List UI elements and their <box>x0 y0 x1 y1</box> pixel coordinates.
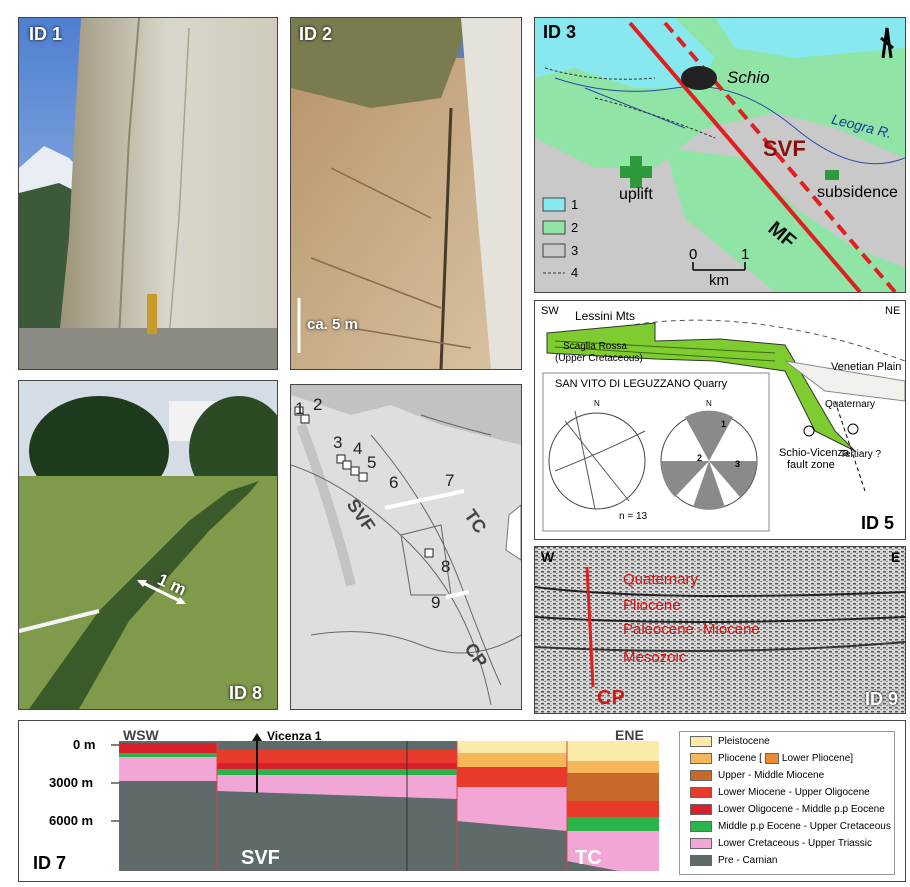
e-label: E <box>891 549 901 565</box>
pole-1: 1 <box>721 419 727 429</box>
ne-label: NE <box>885 305 901 317</box>
unit-quaternary: Quaternary <box>623 571 699 588</box>
legend-item: Lower Miocene - Upper Oligocene <box>690 787 870 798</box>
trench <box>29 481 259 709</box>
north-arrow-icon <box>880 27 894 59</box>
cp-fault <box>585 566 595 688</box>
photo-id1: ID 1 <box>18 17 278 370</box>
depth-6000: 6000 m <box>49 813 94 828</box>
panel-label: ID 9 <box>865 689 899 709</box>
map-id3: ID 3 Schio Leogra R. SVF MF uplift subsi… <box>534 17 906 293</box>
quaternary-label: Quaternary <box>825 399 876 410</box>
panel-label: ID 5 <box>861 513 895 533</box>
site-8: 8 <box>441 557 451 576</box>
north-label-2: N <box>706 399 712 408</box>
legend-item: Middle p.p Eocene - Upper Cretaceous <box>690 821 891 832</box>
rock-photo <box>291 18 521 369</box>
site-1: 1 <box>295 399 305 418</box>
section-line <box>445 590 470 599</box>
geological-section <box>542 319 905 532</box>
svf-label: SVF <box>241 847 280 869</box>
ene-label: ENE <box>615 727 644 743</box>
well-label: Vicenza 1 <box>267 729 322 743</box>
uplift-label: uplift <box>619 186 653 203</box>
grass-photo <box>19 381 277 709</box>
site-7: 7 <box>445 471 455 490</box>
hillshade-map <box>291 385 521 709</box>
sw-label: SW <box>541 305 559 317</box>
legend-3: 3 <box>571 243 579 258</box>
fault-zone-label: Schio-Vicenza <box>779 447 850 459</box>
scale-label: ca. 5 m <box>307 316 358 333</box>
scale-one: 1 <box>741 246 750 263</box>
scale-unit: km <box>709 272 729 289</box>
legend-item: Pliocene [Lower Pliocene] <box>690 753 853 764</box>
panel-label: ID 3 <box>543 22 577 42</box>
wsw-label: WSW <box>123 727 159 743</box>
unit-paleocene: Paleocene -Miocene <box>623 621 760 638</box>
site-4: 4 <box>353 439 363 458</box>
pole-2: 2 <box>697 453 703 463</box>
site-3: 3 <box>333 433 343 452</box>
site-2: 2 <box>313 395 323 414</box>
unit-pliocene: Pliocene <box>623 597 681 614</box>
legend-item: Pre - Carnian <box>690 855 777 866</box>
legend-2: 2 <box>571 220 579 235</box>
count-label: n = 13 <box>619 511 648 522</box>
town-label: Schio <box>727 68 770 87</box>
legend: Pleistocene Pliocene [Lower Pliocene] Up… <box>679 731 895 875</box>
tertiary-label: Tertiary ? <box>840 449 882 460</box>
legend-item: Upper - Middle Miocene <box>690 770 824 781</box>
scaglia-age: (Upper Cretaceous) <box>555 353 643 364</box>
structural-map <box>535 18 905 292</box>
lessini-label: Lessini Mts <box>575 309 636 323</box>
depth-0: 0 m <box>73 737 96 752</box>
venetian-label: Venetian Plain <box>831 361 902 373</box>
scaglia-label: Scaglia Rossa <box>563 341 627 352</box>
w-label: W <box>541 549 555 565</box>
panel-label: ID 8 <box>229 683 263 703</box>
svf-label: SVF <box>763 136 806 161</box>
tc-label: TC <box>575 847 602 869</box>
legend-1: 1 <box>571 197 579 212</box>
seismic-profile <box>535 547 905 713</box>
fault-zone-label-2: fault zone <box>787 459 835 471</box>
panel-label: ID 2 <box>299 24 333 44</box>
cp-label: CP <box>597 687 625 709</box>
legend-4: 4 <box>571 265 579 280</box>
photo-id8: 1 m ID 8 <box>18 380 278 710</box>
site-9: 9 <box>431 593 441 612</box>
map-id6: 1 2 3 4 5 6 7 8 9 SVF TC CP <box>290 384 522 710</box>
depth-3000: 3000 m <box>49 775 94 790</box>
cliff-photo <box>19 18 277 369</box>
scale-zero: 0 <box>689 246 698 263</box>
section-id7: WSW ENE Vicenza 1 0 m 3000 m 6000 m SVF … <box>18 720 906 882</box>
subsidence-label: subsidence <box>817 184 898 201</box>
photo-id2: ID 2 ca. 5 m <box>290 17 522 370</box>
site-6: 6 <box>389 473 399 492</box>
person-figure <box>147 294 157 334</box>
north-label: N <box>594 399 600 408</box>
legend-item: Lower Oligocene - Middle p.p Eocene <box>690 804 885 815</box>
panel-label: ID 7 <box>33 853 67 873</box>
unit-mesozoic: Mesozoic <box>623 649 687 666</box>
pole-3: 3 <box>735 459 741 469</box>
seismic-id9: W E Quaternary Pliocene Paleocene -Mioce… <box>534 546 906 714</box>
site-5: 5 <box>367 453 377 472</box>
legend-item: Pleistocene <box>690 736 770 747</box>
regional-section <box>111 733 659 871</box>
section-line <box>384 489 465 510</box>
quarry-title: SAN VITO DI LEGUZZANO Quarry <box>555 378 728 390</box>
site-marker <box>294 406 304 416</box>
subsidence-symbol <box>825 170 839 180</box>
mf-fault <box>628 21 862 292</box>
legend-item: Lower Cretaceous - Upper Triassic <box>690 838 872 849</box>
section-id5: SW NE Lessini Mts Venetian Plain Scaglia… <box>534 300 906 540</box>
panel-label: ID 1 <box>29 24 63 44</box>
schio-town <box>681 66 717 90</box>
